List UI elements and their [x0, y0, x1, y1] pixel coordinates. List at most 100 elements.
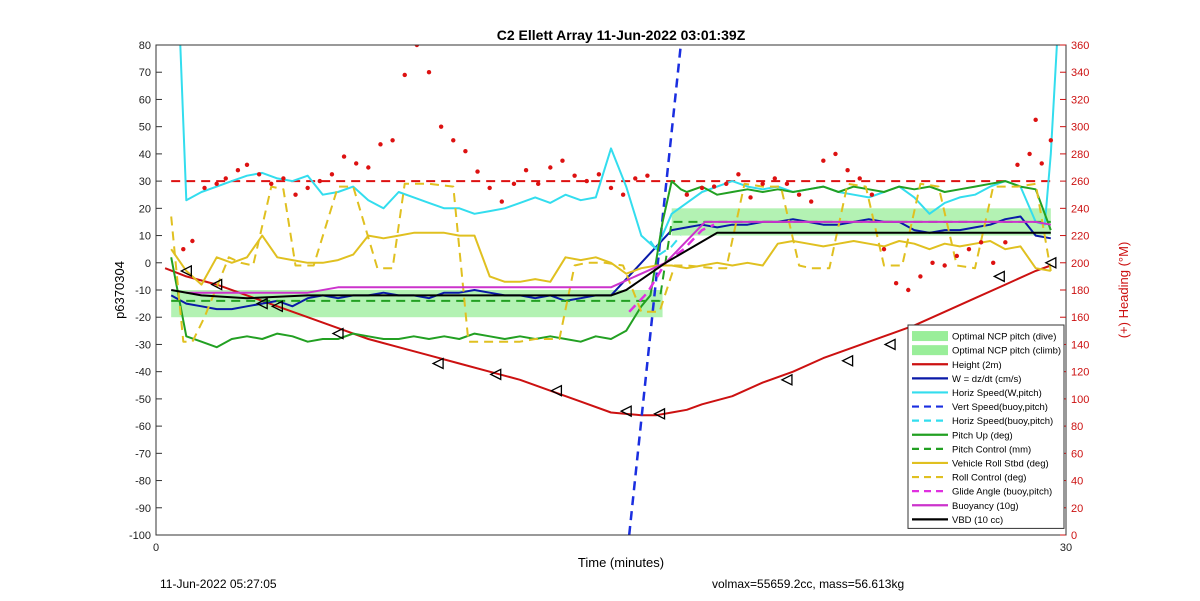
height-marker [780, 373, 793, 386]
y-tick-label: -70 [135, 448, 151, 460]
footer-volmax-mass: volmax=55659.2cc, mass=56.613kg [712, 577, 905, 591]
series-line-11 [171, 231, 1051, 300]
heading-point [724, 181, 729, 187]
y-axis-right-label: (+) Heading (°M) [1116, 242, 1131, 339]
height-marker [210, 278, 223, 291]
y-right-tick-label: 320 [1071, 94, 1089, 106]
y-right-tick-label: 140 [1071, 339, 1089, 351]
y-tick-label: 0 [145, 258, 151, 270]
heading-point [857, 176, 862, 181]
heading-point [378, 142, 383, 147]
y-tick-label: -90 [135, 503, 151, 515]
y-tick-label: 40 [139, 149, 151, 161]
series-line-2 [179, 45, 1058, 251]
y-right-tick-label: 180 [1071, 285, 1089, 297]
y-tick-label: 70 [139, 67, 151, 79]
y-right-tick-label: 260 [1071, 176, 1089, 188]
heading-point [293, 192, 298, 197]
legend-label: Pitch Control (mm) [952, 444, 1031, 455]
y-tick-label: -80 [135, 476, 151, 488]
x-tick-label: 0 [153, 542, 159, 554]
heading-point [796, 192, 802, 197]
y-tick-label: 80 [139, 40, 151, 52]
heading-point [438, 124, 444, 129]
height-marker [270, 300, 283, 313]
legend-label: Height (2m) [952, 360, 1002, 371]
series-line-4 [649, 234, 682, 256]
legend-label: Horiz Speed(buoy,pitch) [952, 416, 1053, 427]
heading-point [451, 138, 456, 143]
heading-point [190, 238, 195, 244]
heading-point [596, 172, 602, 177]
heading-point [809, 199, 814, 204]
y-right-tick-label: 60 [1071, 448, 1083, 460]
y-right-tick-label: 40 [1071, 476, 1083, 488]
height-marker [619, 405, 632, 418]
heading-point [942, 263, 947, 268]
heading-point [366, 165, 371, 170]
y-tick-label: 10 [139, 231, 151, 243]
heading-point [760, 181, 765, 187]
heading-point [317, 178, 322, 184]
y-tick-label: -50 [135, 394, 151, 406]
chart-title: C2 Ellett Array 11-Jun-2022 03:01:39Z [497, 27, 746, 43]
heading-point [426, 70, 432, 75]
heading-point [620, 192, 626, 197]
y-right-tick-label: 0 [1071, 530, 1077, 542]
y-tick-label: -40 [135, 367, 151, 379]
height-marker [883, 338, 896, 351]
x-axis-label: Time (minutes) [578, 555, 664, 570]
legend-label: Pitch Up (deg) [952, 430, 1013, 441]
heading-point [511, 181, 517, 187]
y-tick-label: -60 [135, 421, 151, 433]
heading-point [1027, 151, 1032, 157]
height-marker [653, 407, 666, 420]
heading-point [833, 151, 838, 157]
legend-label: Glide Angle (buoy,pitch) [952, 487, 1052, 498]
heading-point [499, 199, 504, 204]
heading-point [1003, 240, 1008, 245]
heading-point [645, 173, 650, 178]
heading-point [560, 158, 565, 163]
heading-point [235, 168, 241, 173]
heading-point [463, 148, 468, 154]
legend-box [907, 324, 1065, 529]
legend-label: Vert Speed(buoy,pitch) [952, 402, 1048, 413]
heading-point [1015, 162, 1020, 167]
legend-label: Vehicle Roll Stbd (deg) [952, 458, 1049, 469]
heading-point [881, 246, 887, 252]
heading-point [784, 181, 790, 187]
y-right-tick-label: 120 [1071, 367, 1089, 379]
legend-label: Roll Control (deg) [952, 473, 1026, 484]
heading-point [584, 178, 589, 184]
heading-point [305, 185, 310, 191]
heading-point [523, 168, 529, 173]
y-tick-label: -30 [135, 339, 151, 351]
heading-point [869, 192, 875, 197]
heading-point [906, 287, 911, 293]
heading-point [281, 176, 286, 181]
y-tick-label: -100 [129, 530, 151, 542]
heading-point [748, 195, 753, 200]
footer-timestamp: 11-Jun-2022 05:27:05 [160, 577, 277, 591]
series-line-9 [628, 223, 715, 313]
legend: Optimal NCP pitch (dive) Optimal NCP pitc… [907, 324, 1065, 529]
y-right-tick-label: 300 [1071, 122, 1089, 134]
height-marker [841, 354, 854, 367]
heading-point [954, 253, 959, 259]
heading-point [269, 181, 274, 187]
y-right-tick-label: 20 [1071, 503, 1083, 515]
heading-point [487, 185, 492, 191]
legend-label: W = dz/dt (cm/s) [952, 374, 1021, 385]
heading-point [1048, 138, 1054, 143]
heading-point [1033, 117, 1038, 123]
height-marker [549, 384, 563, 397]
heading-point [991, 260, 996, 265]
series-line-8 [170, 182, 1052, 343]
heading-point [329, 172, 335, 177]
heading-point [572, 173, 577, 178]
y-right-tick-label: 200 [1071, 258, 1089, 270]
heading-point [978, 240, 984, 245]
heading-point [475, 169, 480, 174]
